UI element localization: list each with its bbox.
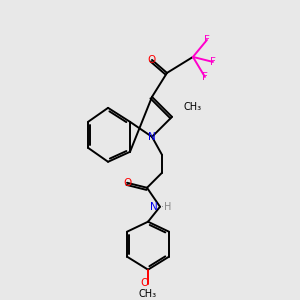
Text: N: N xyxy=(150,202,158,212)
Text: CH₃: CH₃ xyxy=(139,289,157,298)
Text: F: F xyxy=(204,35,210,45)
Text: O: O xyxy=(123,178,131,188)
Text: F: F xyxy=(210,57,216,67)
Text: CH₃: CH₃ xyxy=(184,102,202,112)
Text: O: O xyxy=(148,55,156,65)
Text: F: F xyxy=(202,72,208,82)
Text: ·H: ·H xyxy=(161,202,171,212)
Text: N: N xyxy=(148,132,156,142)
Text: O: O xyxy=(140,278,148,288)
